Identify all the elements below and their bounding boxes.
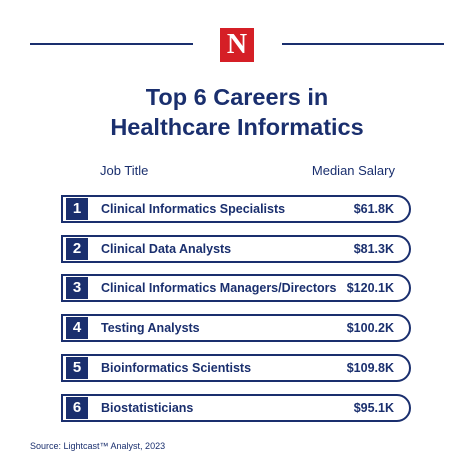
rank-badge: 5: [66, 356, 88, 379]
median-salary-label: $109.8K: [346, 360, 394, 375]
row-outline: [61, 393, 411, 422]
median-salary-label: $61.8K: [353, 202, 394, 216]
rank-badge: 4: [66, 317, 88, 340]
rank-badge: 3: [66, 277, 88, 300]
column-header-job-title: Job Title: [100, 163, 149, 178]
table-row: 4 Testing Analysts $100.2K: [61, 314, 411, 343]
table-row: 5 Bioinformatics Scientists $109.8K: [61, 353, 411, 382]
table-row: 3 Clinical Informatics Managers/Directors…: [61, 274, 411, 303]
median-salary-label: $100.2K: [346, 321, 394, 336]
chart-title-line-1: Top 6 Careers in: [145, 84, 329, 110]
job-title-label: Clinical Data Analysts: [101, 241, 232, 256]
job-title-label: Bioinformatics Scientists: [101, 360, 252, 375]
row-outline: [61, 195, 411, 223]
chart-title-line-2: Healthcare Informatics: [110, 114, 364, 140]
median-salary-label: $120.1K: [346, 281, 394, 296]
median-salary-label: $95.1K: [353, 400, 394, 415]
header-rule-left: [30, 43, 193, 45]
table-row: 1 Clinical Informatics Specialists $61.8K: [61, 195, 411, 223]
median-salary-label: $81.3K: [353, 241, 394, 256]
job-title-label: Biostatisticians: [101, 400, 194, 415]
brand-logo: N: [220, 28, 254, 62]
job-title-label: Testing Analysts: [101, 321, 200, 336]
rank-badge: 2: [66, 237, 88, 260]
job-title-label: Clinical Informatics Specialists: [101, 202, 286, 216]
row-outline: [61, 353, 411, 382]
job-title-label: Clinical Informatics Managers/Directors: [101, 281, 337, 296]
chart-title: Top 6 Careers in Healthcare Informatics: [0, 82, 474, 142]
row-outline: [61, 234, 411, 263]
table-row: 2 Clinical Data Analysts $81.3K: [61, 234, 411, 263]
source-note: Source: Lightcast™ Analyst, 2023: [30, 441, 166, 451]
column-header-median-salary: Median Salary: [311, 163, 395, 178]
table-row: 6 Biostatisticians $95.1K: [61, 393, 411, 422]
header-rule-right: [282, 43, 444, 45]
rank-badge: 1: [66, 198, 88, 220]
row-outline: [61, 314, 411, 343]
rank-badge: 6: [66, 396, 88, 419]
row-outline: [61, 274, 411, 303]
